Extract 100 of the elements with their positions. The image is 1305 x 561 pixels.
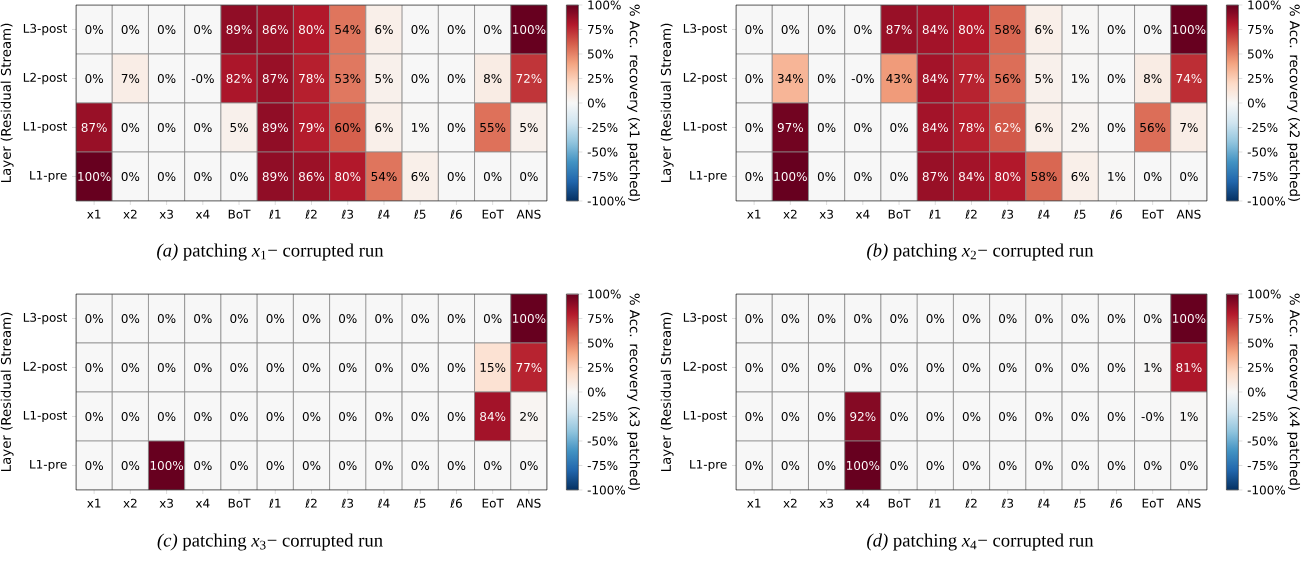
- color-bar-label: -75%: [1247, 171, 1278, 182]
- data-label: 0%: [1180, 460, 1198, 471]
- data-label: 0%: [781, 411, 800, 422]
- data-label: 0%: [1143, 24, 1162, 35]
- data-label: 0%: [1035, 460, 1053, 471]
- color-bar-title: % Acc. recovery (x3 patched): [627, 293, 641, 490]
- y-tick-label: L1-pre: [690, 459, 727, 472]
- data-label: 8%: [1143, 73, 1162, 84]
- data-label: 80%: [995, 171, 1021, 182]
- data-label: 0%: [483, 460, 502, 471]
- data-label: 0%: [447, 411, 466, 422]
- x-tick-label: BoT: [888, 498, 911, 508]
- data-label: 1%: [1072, 73, 1090, 84]
- data-label: 0%: [121, 122, 140, 133]
- data-label: 0%: [1107, 411, 1126, 422]
- data-label: 54%: [335, 24, 361, 35]
- data-label: 0%: [85, 460, 103, 471]
- x-tick-label: ℓ2: [965, 498, 977, 508]
- data-label: 0%: [411, 411, 430, 422]
- data-label: 0%: [817, 411, 836, 422]
- color-bar-label: -50%: [1247, 436, 1278, 446]
- data-label: 0%: [447, 460, 466, 471]
- data-label: 84%: [922, 73, 948, 84]
- data-label: 86%: [262, 24, 288, 35]
- x-tick-label: x2: [123, 498, 137, 508]
- data-label: 0%: [926, 460, 945, 471]
- data-label: 0%: [85, 24, 103, 35]
- text: (c) patching x$_{3}$− corrupted run: [157, 533, 383, 551]
- data-label: 53%: [335, 73, 361, 84]
- data-label: 1%: [412, 122, 430, 133]
- data-label: 0%: [890, 460, 908, 471]
- x-tick-label: EoT: [1142, 209, 1164, 219]
- x-tick-label: BoT: [888, 209, 911, 219]
- data-label: 100%: [774, 171, 807, 182]
- data-label: 0%: [194, 362, 212, 373]
- data-label: 0%: [781, 362, 800, 373]
- data-label: 97%: [777, 122, 804, 133]
- data-label: 0%: [157, 362, 176, 373]
- data-label: 0%: [266, 460, 285, 471]
- data-label: 87%: [922, 171, 948, 182]
- data-label: 5%: [375, 73, 393, 84]
- x-tick-label: ℓ3: [1001, 498, 1014, 508]
- data-label: 60%: [335, 122, 361, 133]
- color-bar-label: -75%: [1247, 460, 1278, 471]
- data-label: 0%: [194, 24, 212, 35]
- data-label: 1%: [1144, 362, 1162, 373]
- data-label: 1%: [1108, 171, 1126, 182]
- data-label: 100%: [513, 313, 546, 324]
- color-bar-label: 25%: [1247, 73, 1274, 84]
- data-label: 0%: [411, 362, 430, 373]
- data-label: 0%: [266, 362, 285, 373]
- x-tick-label: ANS: [1176, 498, 1201, 508]
- data-label: 0%: [447, 122, 466, 133]
- color-bar-label: -75%: [587, 460, 618, 471]
- y-tick-label: L1-pre: [30, 170, 67, 183]
- data-label: 100%: [78, 171, 111, 182]
- data-label: 89%: [262, 171, 288, 182]
- data-label: 0%: [999, 460, 1017, 471]
- y-tick-label: L2-post: [683, 361, 728, 374]
- data-label: 6%: [1035, 24, 1053, 35]
- data-label: 0%: [157, 313, 176, 324]
- x-tick-label: ANS: [516, 209, 541, 219]
- color-bar-label: 75%: [588, 313, 614, 324]
- data-label: 0%: [375, 411, 393, 422]
- data-label: 0%: [375, 362, 393, 373]
- x-tick-label: x4: [195, 209, 210, 219]
- x-tick-label: ℓ3: [1001, 209, 1014, 219]
- x-tick-label: ℓ5: [1073, 209, 1086, 219]
- color-bar-label: 75%: [588, 24, 614, 35]
- data-label: 0%: [854, 362, 872, 373]
- data-label: 0%: [339, 460, 357, 471]
- data-label: 0%: [411, 24, 430, 35]
- data-label: 87%: [262, 73, 288, 84]
- data-label: 0%: [817, 73, 836, 84]
- data-label: 0%: [520, 460, 538, 471]
- data-label: 84%: [922, 122, 948, 133]
- data-label: 0%: [781, 313, 800, 324]
- data-label: 0%: [85, 411, 103, 422]
- y-axis-title: Layer (Residual Stream): [0, 23, 14, 182]
- data-label: 0%: [85, 73, 103, 84]
- data-label: 0%: [194, 460, 212, 471]
- x-tick-label: x2: [123, 209, 137, 219]
- x-tick-label: x3: [819, 498, 833, 508]
- x-tick-label: ℓ4: [377, 209, 390, 219]
- x-tick-label: ℓ3: [341, 209, 354, 219]
- color-bar-label: -50%: [587, 147, 618, 157]
- x-tick-label: ℓ6: [1109, 209, 1122, 219]
- data-label: -0%: [1141, 411, 1164, 422]
- data-label: 100%: [150, 460, 184, 471]
- data-label: 0%: [1035, 313, 1053, 324]
- x-tick-label: ℓ1: [268, 209, 281, 219]
- data-label: 0%: [745, 73, 763, 84]
- data-label: 0%: [157, 411, 176, 422]
- data-label: 0%: [999, 313, 1017, 324]
- data-label: 0%: [157, 122, 176, 133]
- data-label: 79%: [299, 122, 325, 133]
- color-bar-label: 50%: [588, 49, 614, 59]
- x-tick-label: ℓ1: [268, 498, 281, 508]
- data-label: 0%: [926, 313, 945, 324]
- x-tick-label: EoT: [482, 209, 504, 219]
